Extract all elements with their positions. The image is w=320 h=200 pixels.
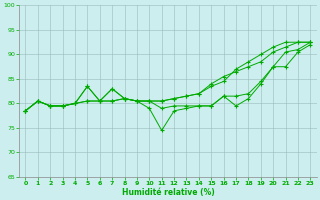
X-axis label: Humidité relative (%): Humidité relative (%) xyxy=(122,188,214,197)
